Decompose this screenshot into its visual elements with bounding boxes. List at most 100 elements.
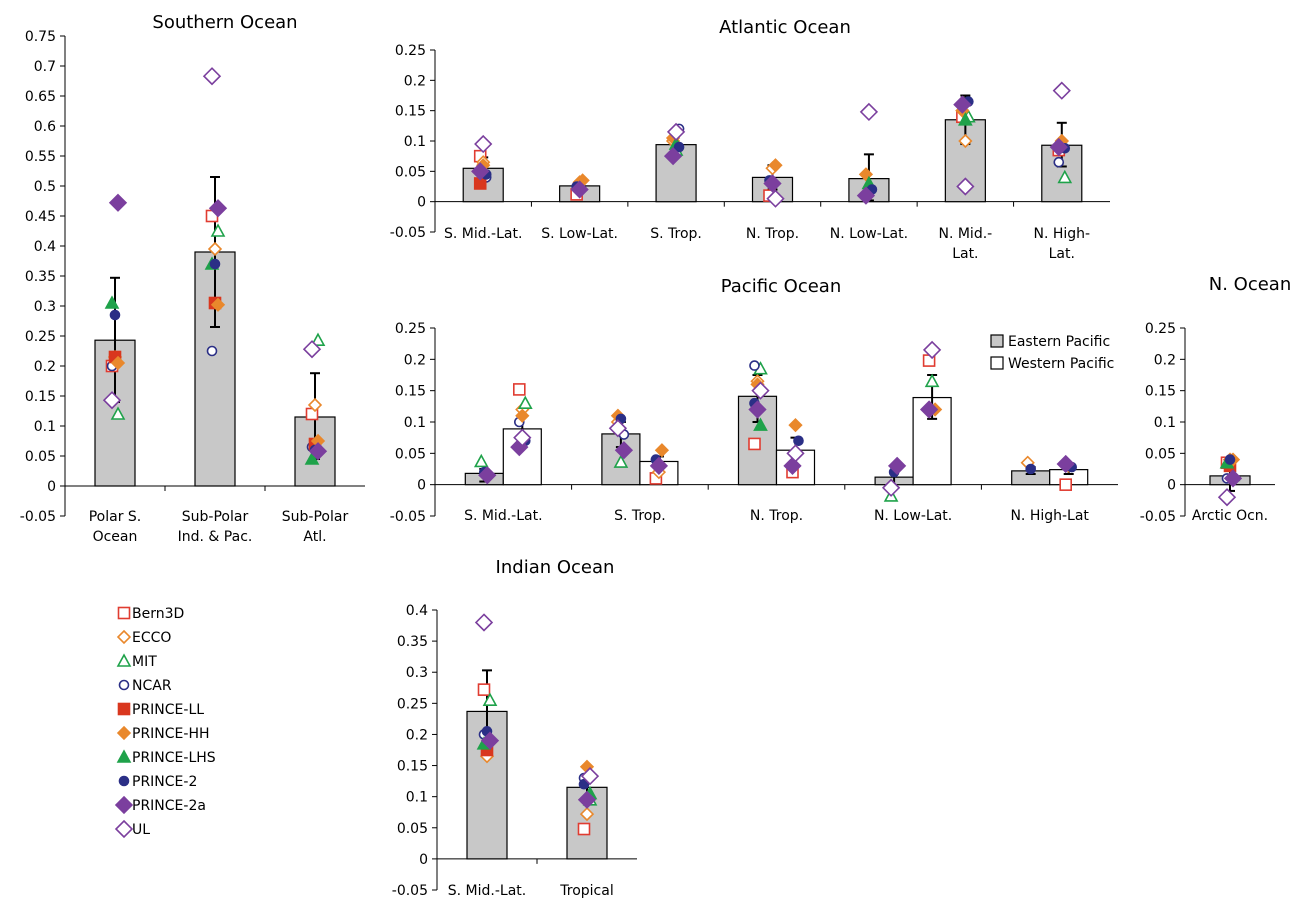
category-label: N. High- — [1033, 226, 1090, 242]
y-tick-label: 0 — [417, 195, 426, 211]
model-marker — [102, 391, 122, 410]
model-marker — [956, 177, 975, 196]
y-tick-label: 0.25 — [1145, 321, 1176, 337]
y-tick-label: 0.15 — [395, 104, 426, 120]
y-tick-label: 0.75 — [25, 29, 56, 45]
model-marker — [210, 297, 226, 312]
model-marker — [763, 174, 782, 193]
y-tick-label: 0.1 — [404, 415, 426, 431]
legend-marker — [114, 795, 134, 815]
model-marker — [482, 692, 498, 707]
chart-panel: Atlantic Ocean -0.05 0 0.05 0.1 0.15 0.2 0.25 S.… — [390, 17, 1110, 262]
legend-marker — [117, 702, 131, 716]
model-marker — [307, 397, 323, 413]
legend-marker — [116, 653, 132, 667]
y-tick-label: 0.15 — [397, 759, 428, 775]
legend-marker — [116, 749, 132, 763]
y-tick-label: -0.05 — [1140, 509, 1176, 525]
model-marker — [310, 332, 326, 347]
model-marker — [210, 223, 226, 237]
legend-marker — [118, 775, 130, 787]
category-label: Polar S. — [89, 509, 142, 525]
category-label: S. Low-Lat. — [541, 226, 618, 242]
model-marker — [1053, 156, 1065, 168]
y-tick-label: 0.4 — [34, 239, 56, 255]
category-label: Lat. — [952, 246, 978, 262]
model-marker — [953, 95, 972, 114]
chart-panel: Southern Ocean -0.05 0 0.05 0.1 0.15 0.2 0.25 0.… — [20, 12, 365, 545]
chart-title: Southern Ocean — [152, 12, 297, 33]
model-marker — [110, 406, 126, 420]
model-marker — [1057, 169, 1073, 184]
model-marker — [649, 456, 669, 475]
model-marker — [748, 400, 767, 419]
y-tick-label: 0 — [1167, 478, 1176, 494]
y-tick-label: 0.1 — [34, 419, 56, 435]
model-marker — [663, 147, 683, 166]
legend-label: Eastern Pacific — [1008, 334, 1110, 350]
category-label: N. Low-Lat. — [830, 226, 908, 242]
y-tick-label: 0.05 — [395, 164, 426, 180]
model-marker — [108, 193, 128, 212]
model-marker — [1052, 81, 1071, 100]
chart-panel: Pacific Ocean -0.05 0 0.05 0.1 0.15 0.2 0.25 S. … — [390, 276, 1118, 525]
legend-label: PRINCE-2a — [132, 798, 206, 814]
legend-label: MIT — [132, 654, 157, 670]
y-tick-label: 0.1 — [406, 790, 428, 806]
model-marker — [793, 435, 804, 447]
legend-label: NCAR — [132, 678, 172, 694]
model-marker — [919, 400, 939, 419]
model-marker — [786, 444, 805, 463]
category-label: N. Trop. — [750, 508, 803, 524]
legend-marker — [118, 679, 130, 691]
y-tick-label: 0.2 — [404, 352, 426, 368]
y-tick-label: -0.05 — [390, 509, 426, 525]
model-marker — [1056, 454, 1075, 474]
chart-title: N. Ocean — [1209, 274, 1292, 295]
y-tick-label: 0.2 — [404, 73, 426, 89]
model-marker — [958, 112, 973, 126]
category-label: S. Mid.-Lat. — [448, 883, 526, 898]
legend-marker — [114, 819, 134, 839]
category-label: S. Trop. — [650, 226, 702, 242]
y-tick-label: 0.4 — [406, 603, 428, 619]
y-tick-label: 0 — [419, 852, 428, 868]
model-marker — [749, 360, 760, 371]
model-marker — [766, 189, 785, 208]
legend-marker — [116, 725, 132, 741]
category-label: Sub-Polar — [182, 509, 249, 525]
model-marker — [654, 443, 670, 458]
model-marker — [1217, 488, 1237, 507]
y-tick-label: 0.2 — [1154, 352, 1176, 368]
model-marker — [1025, 463, 1036, 475]
model-marker — [751, 381, 770, 400]
model-marker — [513, 428, 532, 447]
model-marker — [110, 355, 126, 371]
category-label: Sub-Polar — [282, 509, 349, 525]
model-marker — [958, 133, 973, 149]
y-tick-label: 0.1 — [1154, 415, 1176, 431]
y-tick-label: 0.15 — [25, 389, 56, 405]
model-marker — [206, 345, 218, 357]
category-label: N. Trop. — [746, 226, 799, 242]
model-marker — [788, 418, 803, 433]
model-marker — [517, 395, 533, 410]
legend-label: PRINCE-LL — [132, 702, 204, 718]
model-marker — [515, 408, 530, 423]
y-tick-label: -0.05 — [392, 883, 428, 898]
y-tick-label: 0.55 — [25, 149, 56, 165]
category-label: Atl. — [303, 529, 326, 545]
model-marker — [512, 383, 526, 396]
model-marker — [304, 451, 320, 465]
model-marker — [1224, 454, 1236, 465]
model-marker — [577, 790, 597, 809]
category-label: Arctic Ocn. — [1192, 508, 1268, 524]
y-tick-label: 0.25 — [395, 321, 426, 337]
category-label: N. High-Lat — [1010, 508, 1089, 524]
legend-swatch — [990, 334, 1004, 348]
y-tick-label: 0.05 — [25, 449, 56, 465]
chart-title: Atlantic Ocean — [719, 17, 851, 38]
model-marker — [922, 340, 942, 360]
model-marker — [208, 199, 228, 218]
